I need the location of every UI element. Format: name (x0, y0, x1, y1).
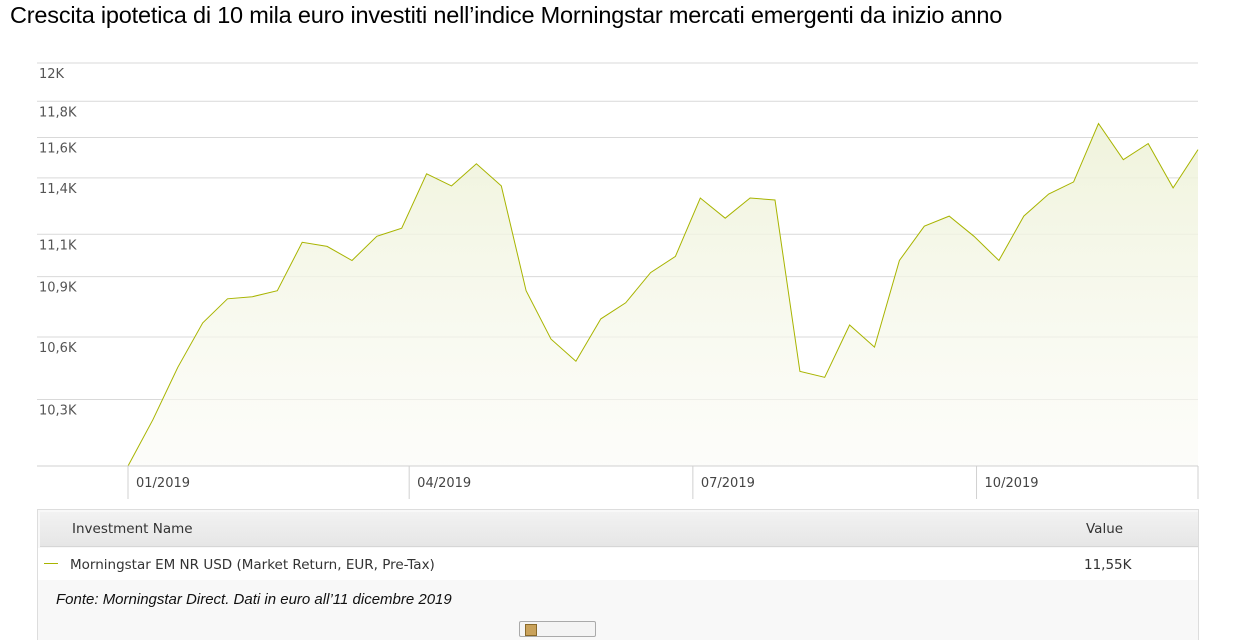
table-header: Investment Name Value (40, 512, 1198, 547)
y-tick-label: 10,9K (39, 281, 77, 296)
x-tick-label: 07/2019 (701, 476, 755, 491)
y-tick-label: 11,8K (39, 105, 77, 120)
header-value: Value (1086, 521, 1124, 537)
table-row[interactable]: Morningstar EM NR USD (Market Return, EU… (38, 548, 1198, 580)
x-tick-label: 04/2019 (417, 476, 471, 491)
export-button[interactable] (519, 621, 596, 637)
growth-chart: 12K 11,8K 11,6K 11,4K 11,1K 10,9K 10,6K 10,3K 0… (37, 62, 1199, 499)
page-title: Crescita ipotetica di 10 mila euro inves… (10, 2, 1003, 28)
y-tick-label: 12K (39, 67, 65, 82)
x-tick-label: 01/2019 (136, 476, 190, 491)
investment-value: 11,55K (1084, 557, 1132, 573)
x-tick-label: 10/2019 (985, 476, 1039, 491)
y-tick-label: 10,6K (39, 341, 77, 356)
y-tick-label: 11,4K (39, 182, 77, 197)
legend-table: Investment Name Value Morningstar EM NR … (37, 509, 1199, 640)
series-line[interactable] (127, 122, 1199, 467)
y-tick-label: 11,1K (39, 238, 77, 253)
y-tick-label: 11,6K (39, 142, 77, 157)
y-tick-label: 10,3K (39, 404, 77, 419)
series-swatch-icon (44, 563, 58, 564)
source-note: Fonte: Morningstar Direct. Dati in euro … (56, 591, 452, 608)
series-area (128, 123, 1198, 466)
header-investment-name: Investment Name (72, 521, 193, 537)
investment-name: Morningstar EM NR USD (Market Return, EU… (70, 557, 435, 573)
clipboard-icon (525, 624, 537, 636)
